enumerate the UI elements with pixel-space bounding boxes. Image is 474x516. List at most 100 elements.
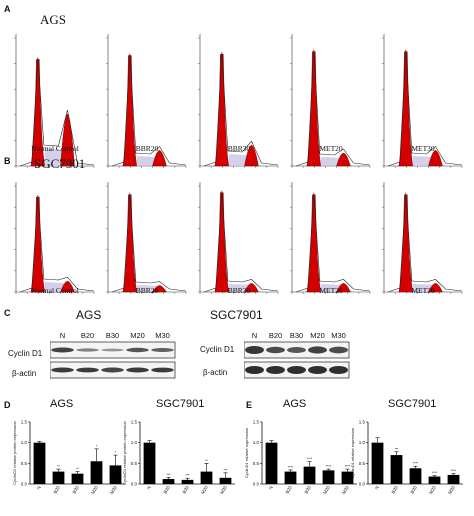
significance-label: **** — [432, 471, 438, 475]
wb-right-actin-band — [329, 366, 348, 374]
histogram-2 — [198, 34, 279, 168]
bar-b30 — [303, 466, 316, 484]
bar-chart-y-tick-label: 1.5 — [253, 420, 260, 425]
bar-m30 — [219, 477, 232, 484]
wb-left-lane-label: B30 — [106, 331, 119, 340]
panel-e-letter: E — [246, 400, 253, 410]
bar-chart-1: CyclinD1 relative protein expression 0.0 0… — [122, 420, 235, 496]
g1-peak — [122, 55, 138, 167]
s-phase — [228, 284, 249, 292]
bar-category-label: N — [36, 485, 42, 490]
wb-right-actin-band — [266, 366, 285, 374]
significance-label: *** — [166, 473, 171, 477]
bar-category-label: M20 — [428, 485, 437, 496]
wb-left-actin-band — [126, 367, 149, 373]
bar-n — [33, 442, 46, 484]
s-phase — [136, 156, 157, 166]
s-phase — [136, 285, 157, 292]
fit-curve — [111, 192, 187, 293]
bar-chart-ylabel: CyclinD1 relative protein expression — [122, 421, 127, 485]
bar-chart-y-tick-label: 0.5 — [131, 461, 138, 466]
fit-curve — [387, 192, 463, 293]
panel-d-letter: D — [4, 400, 11, 410]
wb-left-lane-label: B20 — [81, 331, 94, 340]
wb-right-lane-label: B20 — [269, 331, 282, 340]
bar-chart-y-tick-label: 0.0 — [131, 482, 138, 487]
bar-category-label: B30 — [72, 485, 81, 495]
fit-curve — [295, 192, 371, 293]
histogram-4 — [382, 34, 463, 168]
wb-right-actin-band — [308, 366, 327, 374]
significance-label: **** — [451, 469, 457, 473]
panel-a-condition-label: MET30 — [411, 144, 435, 153]
wb-left-actin-band — [76, 367, 99, 373]
g2-peak — [152, 150, 167, 167]
wb-right-lane-label: M30 — [331, 331, 346, 340]
panel-d-right-title: SGC7901 — [156, 398, 205, 410]
wb-right-cyclin-band — [308, 346, 327, 354]
fit-curve — [19, 57, 95, 167]
histogram-0 — [14, 182, 95, 294]
panel-b-condition-label: MET30 — [411, 286, 435, 295]
panel-b-condition-label: MET20 — [319, 286, 343, 295]
wb-left-row2-label: β-actin — [12, 369, 37, 378]
bar-chart-y-tick-label: 1.5 — [359, 420, 366, 425]
bar-b20 — [390, 455, 403, 484]
significance-label: *** — [223, 468, 228, 472]
g1-peak — [214, 54, 230, 167]
bar-chart-y-tick-label: 0.0 — [21, 482, 28, 487]
g1-peak — [398, 194, 414, 293]
panel-c-left-title: AGS — [76, 308, 102, 322]
panel-b-histograms — [8, 176, 468, 304]
significance-label: *** — [185, 474, 190, 478]
panel-a-letter: A — [4, 4, 11, 14]
fit-curve — [203, 52, 279, 167]
wb-right-cyclin-band — [245, 346, 264, 354]
significance-label: **** — [288, 465, 294, 469]
panel-e-right-title: SGC7901 — [388, 398, 437, 410]
bar-b20 — [162, 479, 175, 484]
bar-chart-y-tick-label: 1.5 — [21, 420, 28, 425]
wb-right-cyclin-band — [287, 347, 306, 353]
panel-b-condition-label: BBR30 — [227, 286, 251, 295]
s-phase — [412, 156, 433, 166]
bar-b20 — [52, 471, 65, 484]
wb-left-actin-band — [101, 367, 124, 373]
bar-category-label: M30 — [219, 485, 228, 496]
fit-curve — [295, 49, 371, 167]
histogram-4 — [382, 182, 463, 294]
wb-right-cyclin-band — [266, 346, 285, 354]
bar-chart-y-tick-label: 1.0 — [253, 440, 260, 445]
bar-chart-y-tick-label: 0.5 — [359, 461, 366, 466]
s-phase — [320, 284, 341, 292]
bar-chart-0: CyclinD1 relative protein expression 0.0 0… — [12, 420, 125, 495]
bar-category-label: B30 — [304, 485, 313, 495]
bar-b30 — [409, 468, 422, 484]
significance-label: **** — [413, 462, 419, 466]
fit-curve — [19, 194, 95, 293]
bar-chart-y-tick-label: 1.0 — [131, 440, 138, 445]
bar-m20 — [90, 461, 103, 484]
fit-curve — [203, 190, 279, 293]
g1-peak — [306, 194, 322, 293]
panel-a-title: AGS — [40, 12, 67, 27]
bar-category-label: B30 — [410, 485, 419, 495]
histogram-0 — [14, 34, 95, 168]
bar-b30 — [181, 479, 194, 484]
panel-d-left-title: AGS — [50, 398, 74, 410]
panel-c-letter: C — [4, 308, 11, 318]
bar-category-label: N — [268, 485, 274, 490]
bar-chart-ylabel: CyclinD1 relative expression — [244, 428, 249, 478]
significance-label: *** — [394, 447, 399, 451]
s-phase — [44, 148, 65, 166]
bar-chart-y-tick-label: 1.5 — [131, 420, 138, 425]
wb-right-svg: N B20 B30 M20 M30 — [243, 331, 350, 379]
bar-category-label: M30 — [341, 485, 350, 496]
fit-curve — [111, 53, 187, 167]
wb-right-lane-label: B30 — [290, 331, 303, 340]
bar-chart-3: CyclinD1 relative expression 0.0 0.5 1.0 1.5… — [350, 420, 463, 496]
bar-chart-y-tick-label: 1.0 — [359, 440, 366, 445]
bar-m30 — [341, 471, 354, 484]
wb-left-actin-band — [151, 367, 174, 373]
bar-m20 — [428, 476, 441, 484]
